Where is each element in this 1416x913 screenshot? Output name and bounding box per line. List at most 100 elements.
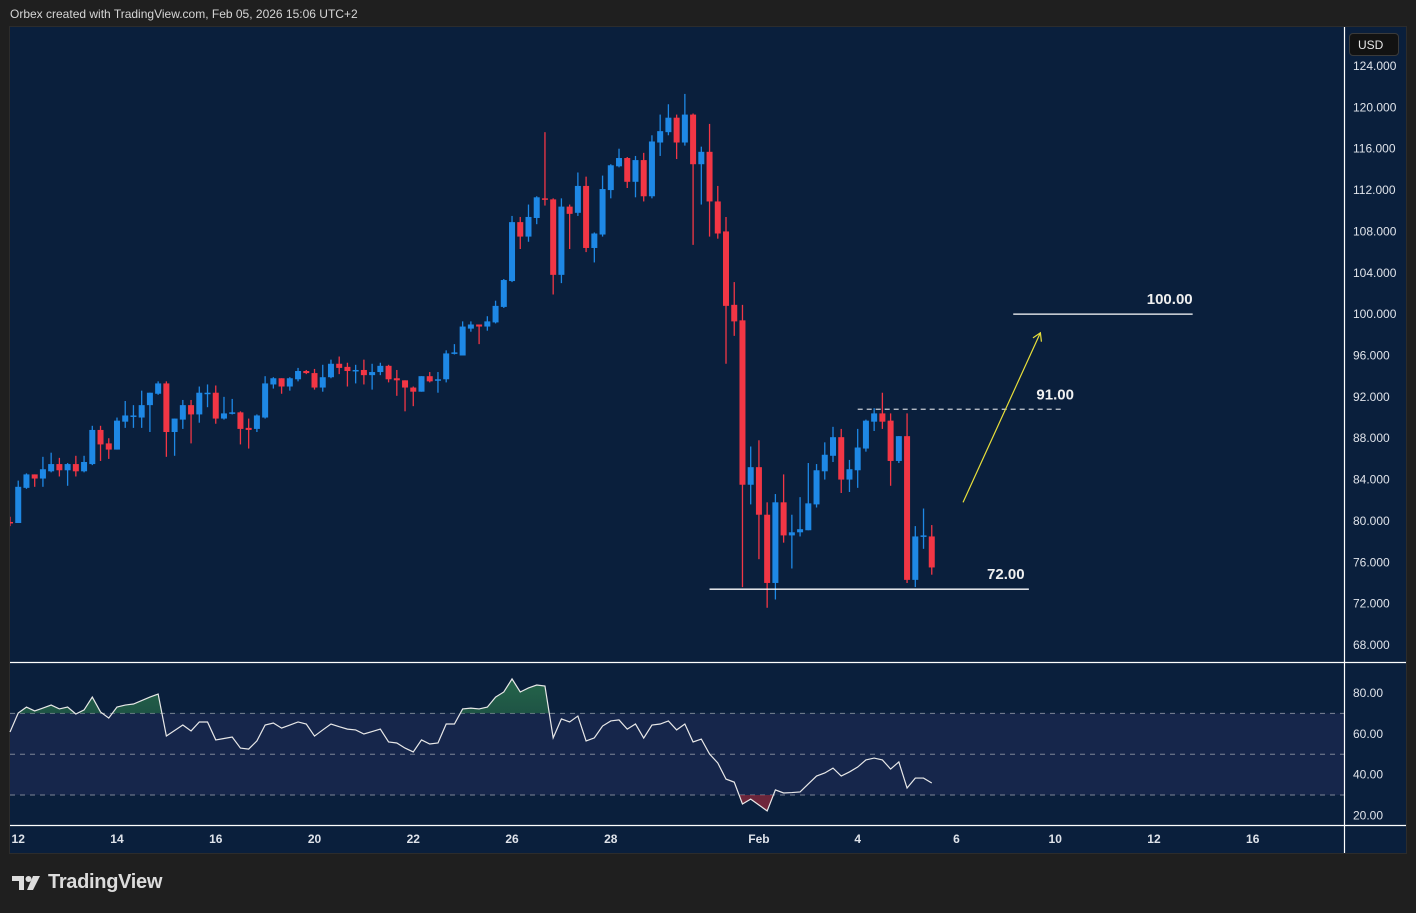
candle[interactable] [270, 377, 277, 389]
candle[interactable] [360, 359, 367, 385]
candle[interactable] [15, 480, 22, 523]
currency-button[interactable]: USD [1349, 33, 1399, 56]
candle[interactable] [681, 93, 688, 146]
candle[interactable] [723, 216, 730, 364]
candle[interactable] [245, 418, 252, 449]
candle[interactable] [163, 381, 170, 457]
candle[interactable] [657, 114, 664, 156]
candle[interactable] [443, 350, 450, 383]
candle[interactable] [122, 400, 129, 428]
candle[interactable] [64, 463, 71, 486]
trend-arrow[interactable] [962, 332, 1041, 503]
candle[interactable] [854, 428, 861, 488]
candle[interactable] [714, 185, 721, 239]
candle[interactable] [434, 372, 441, 393]
candle[interactable] [229, 398, 236, 415]
candle[interactable] [731, 282, 738, 336]
candle[interactable] [7, 516, 13, 527]
candle[interactable] [632, 155, 639, 198]
candle[interactable] [426, 372, 433, 383]
candle[interactable] [113, 417, 120, 450]
candle[interactable] [525, 204, 532, 242]
candle[interactable] [56, 457, 63, 477]
candle[interactable] [797, 497, 804, 537]
candle[interactable] [755, 440, 762, 560]
candle[interactable] [237, 411, 244, 445]
candle[interactable] [517, 216, 524, 250]
price-pane[interactable] [7, 93, 935, 608]
candle[interactable] [566, 204, 573, 250]
candle[interactable] [295, 367, 302, 382]
candle[interactable] [624, 156, 631, 189]
candle[interactable] [788, 514, 795, 569]
candle[interactable] [393, 369, 400, 396]
candle[interactable] [188, 399, 195, 444]
candle[interactable] [739, 304, 746, 588]
candle[interactable] [81, 455, 88, 473]
candle[interactable] [616, 148, 623, 168]
candle[interactable] [31, 474, 38, 487]
candle[interactable] [920, 508, 927, 549]
candle[interactable] [871, 408, 878, 431]
candle[interactable] [319, 364, 326, 392]
candle[interactable] [327, 359, 334, 379]
candle[interactable] [912, 526, 919, 588]
tradingview-logo[interactable]: TradingView [12, 871, 162, 894]
candle[interactable] [764, 502, 771, 608]
candle[interactable] [262, 376, 269, 419]
candle[interactable] [253, 414, 260, 433]
candle[interactable] [377, 362, 384, 376]
candle[interactable] [780, 474, 787, 543]
candle[interactable] [830, 426, 836, 462]
candle[interactable] [591, 232, 598, 263]
candle[interactable] [821, 442, 828, 480]
candle[interactable] [130, 405, 137, 428]
candle[interactable] [846, 459, 853, 492]
candle[interactable] [879, 392, 886, 429]
candle[interactable] [303, 369, 310, 375]
candle[interactable] [196, 386, 203, 423]
candle[interactable] [146, 392, 153, 433]
rsi-line[interactable] [9, 677, 933, 812]
candle[interactable] [204, 384, 211, 408]
candle[interactable] [500, 278, 507, 308]
candle[interactable] [179, 399, 186, 429]
candle[interactable] [492, 300, 499, 324]
candle[interactable] [336, 356, 343, 375]
candle[interactable] [476, 324, 483, 345]
candle[interactable] [352, 364, 359, 384]
candle[interactable] [105, 438, 112, 459]
candle[interactable] [89, 425, 96, 466]
candle[interactable] [599, 175, 606, 237]
candle[interactable] [541, 132, 548, 206]
candle[interactable] [574, 172, 581, 216]
candle[interactable] [813, 464, 820, 508]
candle[interactable] [640, 152, 647, 202]
candle[interactable] [509, 215, 516, 283]
candle[interactable] [344, 362, 351, 387]
candle[interactable] [48, 452, 55, 473]
candle[interactable] [484, 316, 491, 331]
candle[interactable] [550, 198, 557, 295]
candle[interactable] [155, 381, 162, 395]
candle[interactable] [369, 363, 376, 390]
candle[interactable] [533, 196, 540, 225]
candle[interactable] [138, 390, 145, 428]
rsi-pane[interactable] [9, 677, 1344, 812]
candle[interactable] [583, 176, 590, 253]
candle[interactable] [698, 146, 705, 205]
candle[interactable] [673, 114, 680, 160]
candle[interactable] [648, 135, 655, 199]
candle[interactable] [278, 378, 285, 394]
candle[interactable] [286, 377, 293, 391]
candle[interactable] [607, 164, 614, 199]
candle[interactable] [904, 413, 911, 583]
candle[interactable] [690, 113, 697, 245]
candle[interactable] [72, 455, 79, 477]
candle[interactable] [862, 419, 869, 452]
candle[interactable] [418, 376, 425, 392]
candle[interactable] [805, 463, 812, 531]
candle[interactable] [747, 446, 754, 505]
candle[interactable] [410, 386, 417, 407]
